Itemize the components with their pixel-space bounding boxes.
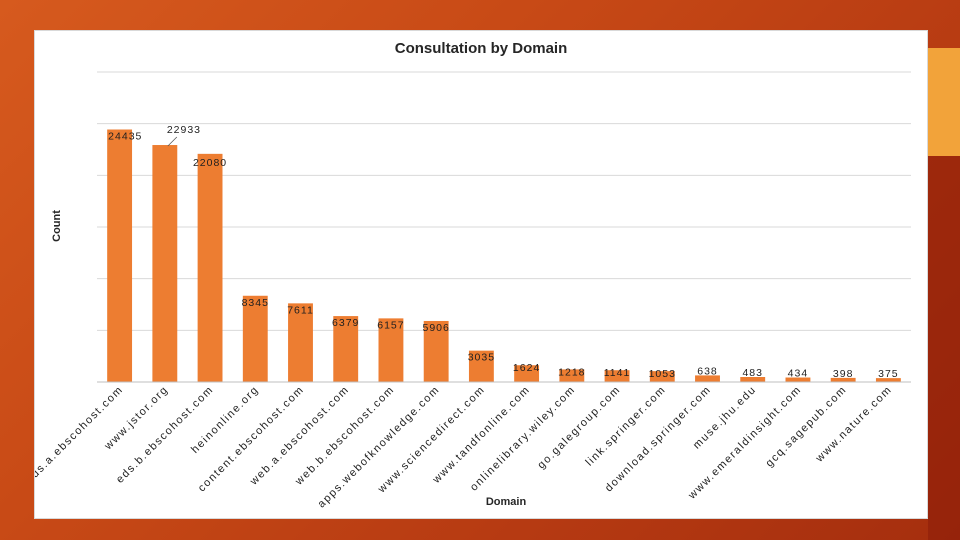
- x-tick-labels: eds.a.ebscohost.comwww.jstor.orgeds.b.eb…: [35, 384, 895, 511]
- bar: [423, 320, 449, 382]
- bar: [785, 377, 811, 382]
- bar: [830, 377, 856, 382]
- bars: [107, 129, 901, 382]
- leader-line: [167, 136, 178, 147]
- data-label: 3035: [468, 352, 495, 364]
- data-label: 1053: [649, 368, 676, 380]
- data-label: 483: [742, 367, 763, 379]
- bar: [152, 145, 178, 382]
- gridlines: [97, 71, 911, 331]
- bar: [107, 129, 133, 382]
- data-label: 24435: [108, 131, 142, 143]
- data-label: 398: [833, 368, 854, 380]
- data-label: 22080: [193, 157, 227, 169]
- x-axis-title: Domain: [486, 496, 527, 508]
- bar: [604, 370, 630, 382]
- x-tick-label: www.nature.com: [813, 384, 895, 466]
- data-label: 375: [878, 368, 899, 380]
- data-label: 1218: [558, 366, 585, 378]
- data-label: 638: [697, 365, 718, 377]
- accent-bar-dark: [928, 156, 960, 540]
- data-labels: 24435 22933 22080 8345 7611 6379 6157 5906 3035 1…: [108, 124, 899, 380]
- chart-title: Consultation by Domain: [395, 40, 568, 57]
- bar: [378, 318, 404, 382]
- bar: [695, 375, 720, 382]
- bar: [875, 378, 901, 382]
- x-tick-label: gcq.sagepub.com: [763, 384, 849, 470]
- data-label: 5906: [422, 322, 449, 334]
- data-label: 7611: [287, 304, 314, 316]
- chart-panel: 24435 22933 22080 8345 7611 6379 6157 5906 3035 1…: [34, 30, 928, 519]
- data-label: 434: [788, 368, 809, 380]
- bar: [333, 316, 359, 382]
- leader-lines: [167, 136, 178, 147]
- x-tick-label: link.springer.com: [584, 384, 669, 469]
- bar: [197, 153, 223, 382]
- bar: [468, 350, 494, 382]
- bar: [740, 377, 766, 382]
- data-label: 1141: [604, 367, 631, 379]
- bar: [559, 369, 585, 382]
- x-tick-label: go.galegroup.com: [535, 384, 623, 472]
- data-label: 8345: [242, 297, 269, 309]
- bar: [514, 365, 540, 382]
- bar: [288, 303, 313, 382]
- bar-chart: 24435 22933 22080 8345 7611 6379 6157 5906 3035 1…: [35, 40, 911, 511]
- bar: [242, 295, 268, 382]
- bar: [649, 371, 675, 382]
- data-label: 22933: [167, 124, 201, 136]
- y-axis-title: Count: [51, 210, 63, 242]
- data-label: 6379: [332, 317, 359, 329]
- accent-bar-orange: [928, 48, 960, 156]
- data-label: 1624: [513, 362, 540, 374]
- data-label: 6157: [377, 319, 404, 331]
